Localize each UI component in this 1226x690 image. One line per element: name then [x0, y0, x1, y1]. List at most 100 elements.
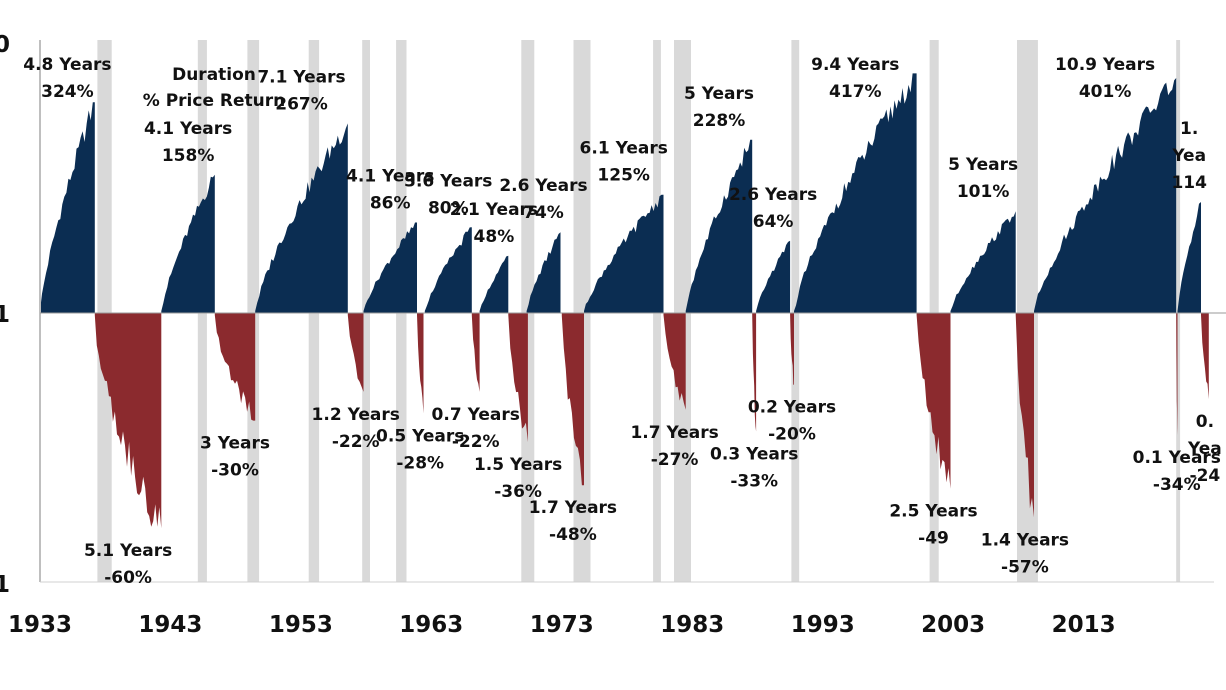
bear-market-area — [790, 313, 794, 385]
bull-market-label: 4.8 Years — [23, 55, 111, 75]
recession-band — [674, 40, 691, 582]
bull-market-area — [794, 73, 917, 314]
data-labels: 4.8 Years 324% 4.1 Years 158% 7.1 Years 267% 4… — [23, 55, 1222, 588]
bear-market-area — [752, 313, 757, 432]
x-tick-labels: 1933 1943 1953 1963 1973 1983 1993 2003 2013 — [8, 612, 1116, 638]
bull-market-area — [1034, 78, 1177, 313]
bull-market-label: 64% — [753, 212, 794, 232]
recession-band — [97, 40, 112, 582]
x-tick-label: 2013 — [1052, 612, 1116, 638]
bear-market-area — [916, 313, 951, 489]
bear-market-label: -33% — [730, 471, 778, 491]
bull-market-label: 101% — [957, 182, 1010, 202]
bull-market-label: 10.9 Years — [1055, 55, 1155, 75]
bear-market-label: -30% — [211, 461, 259, 481]
recession-band — [247, 40, 260, 582]
bull-market-label: 5 Years — [684, 84, 754, 104]
bear-market-label: 0.1 Years — [1133, 448, 1221, 468]
legend-return-text: % Price Return — [143, 91, 285, 111]
bear-market-label: 5.1 Years — [84, 541, 172, 561]
bear-market-area — [1201, 313, 1209, 400]
bull-market-label: 1. — [1180, 119, 1198, 139]
bear-market-area — [214, 313, 256, 421]
bull-market-area — [950, 211, 1016, 313]
x-tick-label: 1993 — [791, 612, 855, 638]
bull-market-label: 2.6 Years — [499, 176, 587, 196]
bull-market-area — [40, 102, 95, 313]
legend-duration-text: Duration — [172, 65, 256, 85]
bull-market-label: 114 — [1171, 173, 1207, 193]
bear-market-label: -49 — [918, 529, 949, 549]
bear-market-label: 0.3 Years — [710, 444, 798, 464]
bull-market-label: 158% — [162, 146, 215, 166]
y-tick-label-top: 0 — [0, 32, 10, 58]
bull-market-label: 86% — [370, 194, 411, 214]
x-tick-label: 1933 — [8, 612, 72, 638]
bear-market-label: -48% — [549, 525, 597, 545]
bear-market-label: -22% — [332, 432, 380, 452]
bear-market-label: -22% — [452, 432, 500, 452]
legend: Duration % Price Return — [143, 65, 285, 111]
bear-market-label: 1.4 Years — [981, 530, 1069, 550]
bull-market-area — [584, 194, 664, 313]
bear-market-label: -28% — [396, 453, 444, 473]
bull-market-label: 5 Years — [948, 155, 1018, 175]
bull-market-label: 324% — [41, 82, 94, 102]
bear-market-label: 0.2 Years — [748, 398, 836, 418]
bull-market-label: 7.1 Years — [257, 67, 345, 87]
axes: 0 1 1 — [0, 32, 1226, 598]
bull-market-area — [685, 139, 753, 313]
bear-market-area — [347, 313, 364, 392]
bear-market-label: -36% — [494, 482, 542, 502]
bull-market-label: 228% — [693, 111, 746, 131]
x-tick-label: 1953 — [269, 612, 333, 638]
bull-market-label: 417% — [829, 82, 882, 102]
recession-band — [929, 40, 939, 582]
x-tick-label: 1963 — [399, 612, 463, 638]
bear-market-area — [94, 313, 162, 529]
bear-market-label: -57% — [1001, 557, 1049, 577]
bull-market-label: 2.6 Years — [729, 185, 817, 205]
market-areas — [40, 73, 1209, 529]
bull-market-label: 125% — [597, 166, 650, 186]
bear-market-label: -24 — [1190, 466, 1221, 486]
x-tick-label: 1983 — [660, 612, 724, 638]
bear-market-label: 1.2 Years — [312, 405, 400, 425]
bear-market-area — [663, 313, 686, 410]
bear-market-label: 2.5 Years — [889, 502, 977, 522]
bull-market-label: 48% — [474, 227, 515, 247]
bull-market-label: 6.1 Years — [580, 139, 668, 159]
bull-market-area — [161, 174, 215, 313]
bear-market-label: Yea — [1187, 439, 1222, 459]
bull-market-area — [363, 222, 417, 313]
bull-market-label: 9.4 Years — [811, 55, 899, 75]
bear-market-label: -34% — [1153, 475, 1201, 495]
bull-market-label: 4.1 Years — [346, 167, 434, 187]
x-tick-label: 2003 — [921, 612, 985, 638]
bear-market-label: -20% — [768, 425, 816, 445]
bull-market-label: 74% — [523, 203, 564, 223]
bear-market-label: 1.7 Years — [529, 498, 617, 518]
bear-market-label: -60% — [104, 568, 152, 588]
bull-market-area — [424, 227, 472, 313]
bear-market-area — [471, 313, 480, 392]
bull-market-label: Yea — [1171, 146, 1206, 166]
bear-market-area — [417, 313, 424, 414]
bear-market-label: 3 Years — [200, 434, 270, 454]
bull-market-label: 2.1 Years — [450, 200, 538, 220]
bull-market-area — [1177, 202, 1201, 313]
bull-market-label: 80% — [428, 198, 469, 218]
y-tick-label-bottom: 1 — [0, 572, 10, 598]
bull-market-area — [255, 123, 348, 314]
x-tick-label: 1973 — [530, 612, 594, 638]
bear-market-label: 1.7 Years — [630, 423, 718, 443]
bear-market-label: 0.7 Years — [432, 405, 520, 425]
bear-market-area — [508, 313, 528, 443]
y-tick-label-middle: 1 — [0, 302, 10, 328]
bear-market-label: 0. — [1196, 412, 1214, 432]
bear-market-area — [561, 313, 584, 486]
bull-market-area — [756, 240, 791, 313]
x-tick-label: 1943 — [138, 612, 202, 638]
bull-market-label: 3.6 Years — [404, 171, 492, 191]
